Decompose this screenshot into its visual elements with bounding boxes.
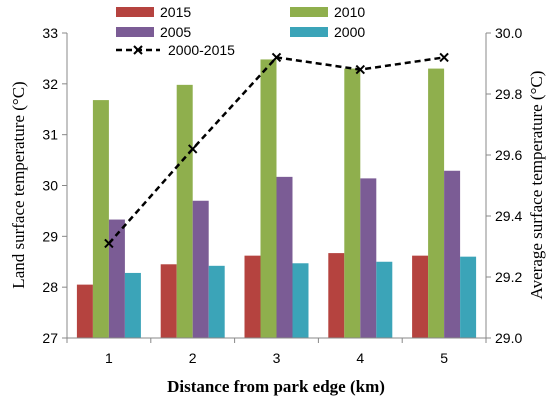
y-tick-label: 30 (42, 178, 58, 194)
bar-2000-3 (292, 263, 309, 338)
y-axis-title-left: Land surface temperature (°C) (9, 81, 28, 288)
bar-2000-4 (376, 261, 393, 338)
legend: 2015 2010 2005 2000 2000-2015 (116, 4, 365, 58)
legend-swatch-2010 (290, 7, 328, 17)
y-axis-title-right: Average surface temperature (°C) (527, 71, 546, 300)
bar-2015-2 (160, 264, 177, 338)
bar-2015-5 (412, 255, 429, 338)
bar-2015-1 (76, 284, 93, 338)
bar-2005-1 (108, 219, 125, 338)
bar-2010-2 (176, 84, 193, 338)
bar-2010-1 (92, 100, 109, 338)
line-series-group (104, 52, 449, 249)
x-tick-label: 5 (440, 350, 448, 366)
x-axis-title: Distance from park edge (km) (167, 377, 385, 396)
line-marker-4 (355, 64, 366, 75)
legend-swatch-2015 (116, 7, 154, 17)
y-tick-label: 29 (42, 228, 58, 244)
bar-2010-3 (260, 59, 277, 338)
bar-2000-1 (124, 272, 141, 338)
bar-2000-2 (208, 265, 225, 338)
y-tick-label: 27 (42, 330, 58, 346)
bar-2005-2 (192, 200, 209, 338)
line-marker-5 (439, 52, 449, 63)
legend-swatch-2000 (290, 27, 328, 37)
legend-label-2000: 2000 (334, 24, 365, 40)
y2-tick-label: 29.0 (495, 330, 522, 346)
legend-marker (133, 45, 143, 55)
x-tick-label: 2 (189, 350, 197, 366)
bar-2015-4 (328, 253, 345, 338)
bar-2005-4 (360, 178, 377, 338)
line-marker-2 (187, 144, 198, 154)
y2-tick-label: 29.8 (495, 86, 522, 102)
legend-label-2000-2015: 2000-2015 (168, 42, 235, 58)
bar-2015-3 (244, 255, 261, 338)
bar-2000-5 (460, 256, 477, 338)
y-tick-label: 33 (42, 25, 58, 41)
y2-tick-label: 30.0 (495, 25, 522, 41)
legend-label-2010: 2010 (334, 4, 365, 20)
y-tick-label: 32 (42, 76, 58, 92)
legend-swatch-2005 (116, 27, 154, 37)
y-tick-label: 31 (42, 127, 58, 143)
x-tick-label: 1 (105, 350, 113, 366)
y2-tick-label: 29.4 (495, 208, 522, 224)
x-tick-label: 4 (356, 350, 364, 366)
x-tick-label: 3 (273, 350, 281, 366)
y-tick-label: 28 (42, 279, 58, 295)
bar-2005-5 (444, 170, 461, 338)
bar-2005-3 (276, 176, 293, 338)
bar-group (76, 59, 477, 338)
y2-tick-label: 29.6 (495, 147, 522, 163)
legend-label-2015: 2015 (160, 4, 191, 20)
line-marker-1 (104, 238, 114, 249)
y2-tick-label: 29.2 (495, 269, 522, 285)
bar-2010-5 (428, 68, 445, 338)
legend-label-2005: 2005 (160, 24, 191, 40)
line-marker-3 (271, 52, 282, 63)
bar-2010-4 (344, 68, 361, 338)
